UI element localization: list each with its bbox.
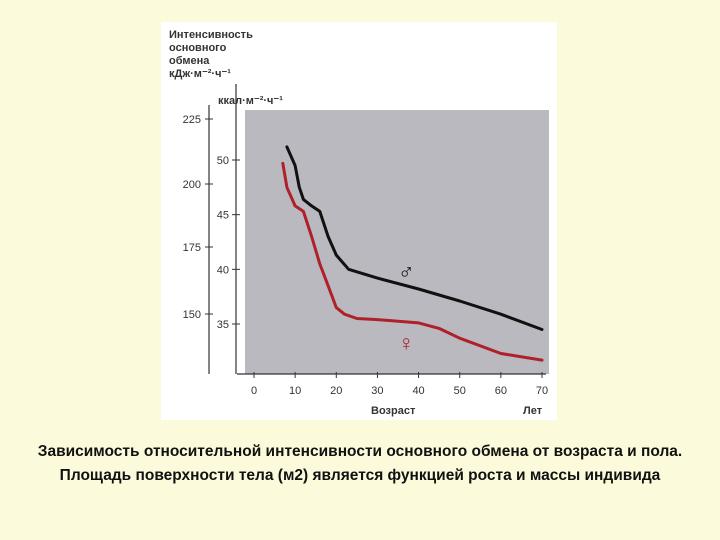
y-tick-kcal-label: 45 [217, 210, 229, 222]
series-line-male [285, 145, 544, 331]
y-tick-kj-label: 225 [183, 114, 201, 126]
y-tick-kj-label: 150 [183, 309, 201, 321]
legend-male-symbol: ♂ [398, 258, 415, 283]
y-label-kj-line: обмена [169, 55, 210, 67]
x-tick-label: 30 [371, 385, 383, 397]
y-axis-label-kcal: ккал·м⁻²·ч⁻¹ [218, 95, 283, 107]
ticks: 225 200 175 150 50 45 40 35 0 10 20 30 40 50 60 70 [183, 114, 548, 397]
x-tick-label: 0 [251, 385, 257, 397]
x-tick-label: 10 [289, 385, 301, 397]
x-tick-label: 60 [495, 385, 507, 397]
x-tick-label: 20 [330, 385, 342, 397]
x-axis-unit: Лет [523, 405, 543, 417]
legend-female-symbol: ♀ [398, 331, 415, 356]
x-tick-label: 70 [536, 385, 548, 397]
plot-area [245, 110, 549, 374]
y-tick-kj-label: 175 [183, 242, 201, 254]
x-tick-label: 40 [412, 385, 424, 397]
chart-figure: Интенсивность основного обмена кДж·м⁻²·ч⁻¹ … [161, 22, 557, 420]
y-tick-kcal-label: 50 [217, 155, 229, 167]
series-line-female [281, 161, 544, 362]
y-tick-kj-label: 200 [183, 179, 201, 191]
axes [208, 84, 546, 375]
figure-caption: Зависимость относительной интенсивности … [37, 443, 683, 484]
x-axis-label: Возраст [371, 405, 416, 417]
y-tick-kcal-label: 35 [217, 319, 229, 331]
x-tick-label: 50 [454, 385, 466, 397]
y-label-kj-line: основного [169, 42, 227, 54]
y-tick-kcal-label: 40 [217, 264, 229, 276]
chart-svg: ИнтенсивностьосновногообменакДж·м⁻²·ч⁻¹ … [169, 29, 549, 417]
y-label-kj-line: кДж·м⁻²·ч⁻¹ [169, 68, 231, 80]
y-label-kj-line: Интенсивность [169, 29, 253, 41]
series-lines [281, 145, 544, 362]
